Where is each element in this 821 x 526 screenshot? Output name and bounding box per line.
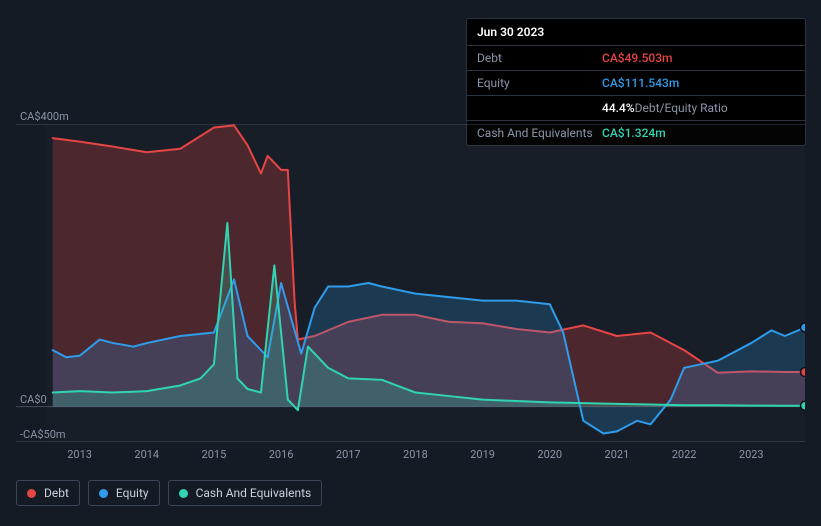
tooltip-label	[477, 101, 602, 115]
x-axis-label: 2016	[269, 448, 294, 461]
x-axis-label: 2020	[537, 448, 562, 461]
tooltip-value: CA$111.543m	[602, 76, 679, 90]
tooltip-row: 44.4% Debt/Equity Ratio	[467, 96, 805, 121]
legend-item-debt[interactable]: Debt	[16, 480, 80, 506]
x-axis-label: 2018	[403, 448, 428, 461]
legend-label: Cash And Equivalents	[196, 486, 312, 500]
tooltip-row: EquityCA$111.543m	[467, 71, 805, 96]
y-axis-label: CA$0	[20, 393, 47, 406]
x-axis-label: 2019	[470, 448, 495, 461]
x-axis-label: 2015	[202, 448, 227, 461]
tooltip-label: Equity	[477, 76, 602, 90]
x-axis-label: 2022	[672, 448, 697, 461]
tooltip-value: 44.4%	[602, 101, 635, 115]
y-axis-label: -CA$50m	[20, 428, 66, 441]
tooltip-extra: Debt/Equity Ratio	[635, 101, 728, 115]
tooltip-label: Debt	[477, 51, 602, 65]
x-axis-label: 2014	[134, 448, 159, 461]
legend-dot	[27, 489, 36, 498]
legend-label: Equity	[116, 486, 149, 500]
x-axis-label: 2021	[605, 448, 630, 461]
y-axis-label: CA$400m	[20, 110, 69, 123]
legend-dot	[179, 489, 188, 498]
tooltip-value: CA$49.503m	[602, 51, 673, 65]
tooltip-row: DebtCA$49.503m	[467, 46, 805, 71]
tooltip-date: Jun 30 2023	[467, 19, 805, 46]
x-axis-label: 2017	[336, 448, 361, 461]
x-axis-label: 2023	[739, 448, 764, 461]
legend-label: Debt	[44, 486, 69, 500]
x-axis-label: 2013	[67, 448, 92, 461]
chart-legend: Debt Equity Cash And Equivalents	[16, 480, 322, 506]
legend-item-equity[interactable]: Equity	[88, 480, 160, 506]
legend-item-cash-and-equivalents[interactable]: Cash And Equivalents	[168, 480, 323, 506]
chart-svg	[16, 124, 805, 442]
chart-area	[16, 124, 805, 442]
legend-dot	[99, 489, 108, 498]
x-axis-labels: 2013 2014 2015 2016 2017 2018 2019 2020 2021 2022…	[16, 448, 805, 468]
